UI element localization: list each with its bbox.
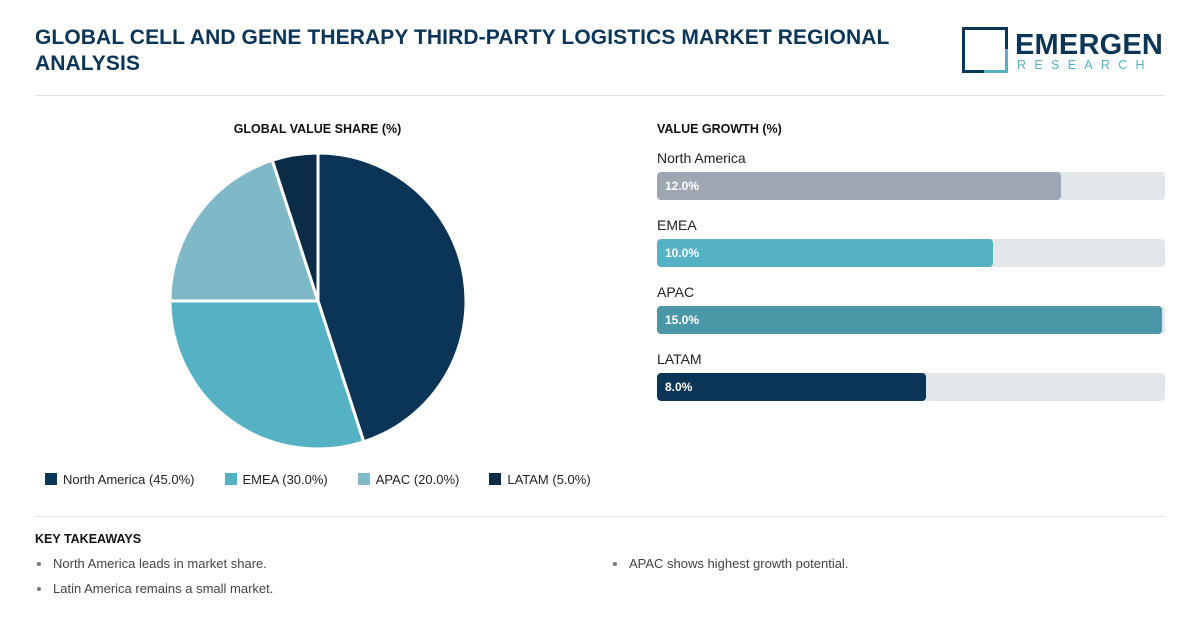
legend-label: North America (45.0%) xyxy=(63,471,195,487)
pie-slice-latam xyxy=(270,151,320,303)
legend-item-apac: APAC (20.0%) xyxy=(357,471,460,487)
pie-chart-title: GLOBAL VALUE SHARE (%) xyxy=(233,122,402,136)
growth-chart-title: VALUE GROWTH (%) xyxy=(657,122,782,136)
value-share-pie-chart xyxy=(168,151,468,451)
growth-bar-emea xyxy=(657,239,994,267)
growth-label: LATAM xyxy=(657,351,702,367)
growth-bar-track: 10.0% xyxy=(657,239,1165,267)
growth-bar-apac xyxy=(657,306,1162,334)
legend-swatch xyxy=(489,473,502,485)
legend-label: EMEA (30.0%) xyxy=(242,471,328,487)
growth-bar-track: 8.0% xyxy=(657,373,1165,401)
growth-bar-value: 12.0% xyxy=(665,179,700,193)
legend-swatch xyxy=(357,473,370,485)
growth-bar-value: 15.0% xyxy=(665,313,700,327)
pie-legend: North America (45.0%) EMEA (30.0%) APAC (2… xyxy=(45,470,645,488)
legend-label: LATAM (5.0%) xyxy=(507,471,591,487)
growth-label: APAC xyxy=(657,284,695,300)
logo-mark-icon xyxy=(962,27,1008,73)
takeaway-item: North America leads in market share. xyxy=(35,556,267,572)
logo-name: EMERGEN xyxy=(1015,29,1164,61)
growth-bar-north-america xyxy=(657,172,1061,200)
growth-row-apac: APAC 15.0% xyxy=(657,284,1165,351)
takeaways-divider xyxy=(35,516,1165,517)
legend-item-north-america: North America (45.0%) xyxy=(45,472,195,487)
legend-item-emea: EMEA (30.0%) xyxy=(224,471,328,487)
value-growth-bar-chart: North America 12.0% EMEA 10.0% APAC 15.0% LATA… xyxy=(657,150,1165,418)
legend-swatch xyxy=(224,473,237,485)
key-takeaways-title: KEY TAKEAWAYS xyxy=(35,532,142,546)
takeaway-item: APAC shows highest growth potential. xyxy=(611,556,848,572)
logo-subtitle: RESEARCH xyxy=(1017,58,1153,72)
growth-bar-track: 15.0% xyxy=(657,306,1165,334)
takeaway-item: Latin America remains a small market. xyxy=(35,581,273,597)
growth-row-latam: LATAM 8.0% xyxy=(657,351,1165,418)
growth-label: EMEA xyxy=(657,217,697,233)
pie-slice-north-america xyxy=(316,151,468,444)
growth-label: North America xyxy=(657,150,746,166)
growth-bar-track: 12.0% xyxy=(657,172,1165,200)
growth-bar-latam xyxy=(657,373,927,401)
growth-row-north-america: North America 12.0% xyxy=(657,150,1165,217)
pie-slice-emea xyxy=(168,299,366,451)
legend-item-latam: LATAM (5.0%) xyxy=(489,471,591,487)
page-title: GLOBAL CELL AND GENE THERAPY THIRD-PARTY… xyxy=(35,26,890,75)
growth-bar-value: 10.0% xyxy=(665,246,700,260)
legend-swatch xyxy=(45,473,57,485)
pie-slice-apac xyxy=(168,158,320,303)
company-logo: EMERGEN RESEARCH xyxy=(962,27,1164,77)
growth-row-emea: EMEA 10.0% xyxy=(657,217,1165,284)
growth-bar-value: 8.0% xyxy=(665,380,693,394)
legend-label: APAC (20.0%) xyxy=(375,471,460,487)
header-divider xyxy=(35,95,1165,96)
